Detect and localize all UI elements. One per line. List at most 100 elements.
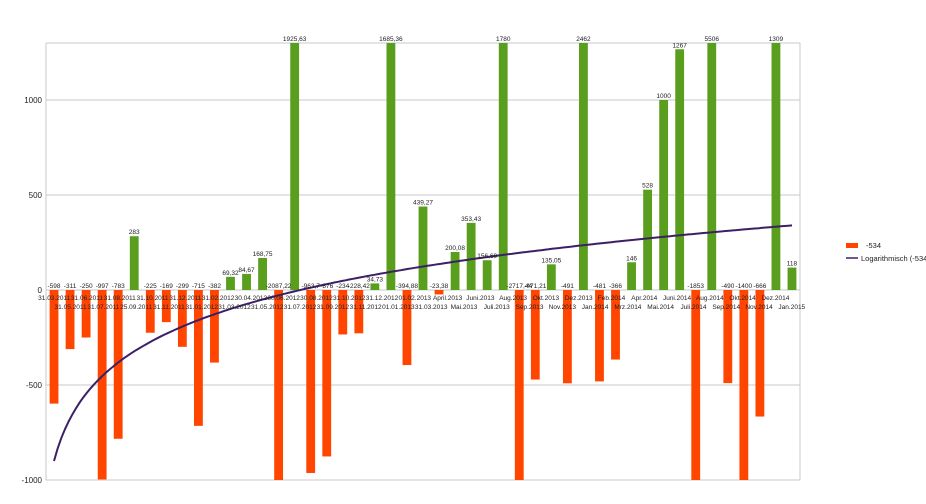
data-label: 84,67 — [238, 267, 255, 274]
x-tick-label: 31.10.2011 — [137, 295, 169, 302]
data-label: -225 — [144, 283, 157, 290]
x-tick-label: 31.11.2012 — [350, 304, 382, 311]
bar — [627, 262, 636, 290]
bar — [787, 267, 797, 290]
bar — [498, 43, 508, 290]
trendline — [53, 224, 793, 462]
legend-label-bars: -534 — [866, 241, 881, 250]
bar — [113, 290, 123, 439]
x-tick-label: 31.07.2011 — [87, 304, 119, 311]
y-tick-label: 1000 — [24, 96, 42, 105]
bar — [49, 290, 59, 404]
bar — [322, 290, 332, 457]
bar — [530, 290, 540, 380]
bar — [691, 290, 701, 480]
data-label: 5506 — [705, 36, 720, 43]
bar — [434, 290, 444, 295]
y-tick-label: -1000 — [22, 476, 43, 485]
data-label: -234 — [336, 283, 349, 290]
bar — [386, 43, 396, 290]
x-tick-label: Feb.2014 — [598, 295, 626, 302]
data-label: -471,21 — [524, 283, 546, 290]
data-label: 283 — [129, 229, 140, 236]
bar — [659, 100, 669, 290]
bar — [161, 290, 171, 323]
data-label: -394,88 — [396, 283, 418, 290]
bar — [129, 236, 139, 290]
data-label: 69,32 — [222, 270, 239, 277]
data-label: -382 — [208, 283, 221, 290]
x-tick-label: Juni.2013 — [466, 295, 495, 302]
data-label: 118 — [787, 261, 798, 268]
data-label: -598 — [48, 283, 61, 290]
y-tick-label: 500 — [29, 191, 43, 200]
legend: -534 Logarithmisch (-534) — [846, 241, 926, 263]
data-label: -715 — [192, 283, 205, 290]
data-label: 528 — [642, 183, 653, 190]
data-label: -783 — [112, 283, 125, 290]
x-tick-label: 31.12.2011 — [169, 295, 201, 302]
x-tick-label: 31.05.2011 — [55, 304, 87, 311]
x-tick-label: Dez.2013 — [565, 295, 593, 302]
bar — [402, 290, 412, 366]
bar — [226, 276, 235, 290]
bar — [707, 43, 717, 290]
data-label: -23,38 — [430, 283, 449, 290]
x-tick-label: 31.11.2011 — [153, 304, 185, 311]
x-tick-label: Okt.2014 — [729, 295, 756, 302]
data-label: -666 — [753, 283, 766, 290]
bar — [771, 43, 781, 290]
x-tick-label: Apr.2014 — [631, 295, 657, 302]
legend-label-trend: Logarithmisch (-534) — [861, 254, 926, 263]
y-tick-label: -500 — [26, 381, 43, 390]
bar — [81, 290, 91, 338]
x-tick-label: Mrz.2014 — [614, 304, 641, 311]
bar — [466, 222, 476, 290]
x-tick-label: 31.01.2012 — [185, 304, 218, 311]
x-tick-label: 31.03.2012 — [218, 304, 251, 311]
x-tick-label: 01.01.2013 — [382, 304, 415, 311]
data-label: -2717,44 — [506, 283, 532, 290]
x-tick-label: Jan.2014 — [582, 304, 609, 311]
bar — [145, 290, 155, 333]
data-label: 439,27 — [413, 200, 433, 207]
x-tick-label: Dez.2014 — [761, 295, 789, 302]
data-label: -481 — [593, 283, 606, 290]
bar — [177, 290, 187, 347]
x-tick-label: 31.03.2013 — [415, 304, 448, 311]
x-tick-label: Aug.2013 — [499, 295, 527, 302]
data-label: 1685,36 — [379, 36, 403, 43]
bar — [579, 43, 588, 290]
x-tick-label: Sep.2013 — [516, 304, 544, 311]
bar — [290, 43, 300, 290]
x-tick-label: 30.06.2012 — [267, 295, 300, 302]
data-label: 1925,63 — [283, 36, 307, 43]
x-tick-label: Mai.2013 — [451, 304, 478, 311]
bar — [193, 290, 203, 426]
x-tick-label: Sep.2014 — [712, 304, 740, 311]
x-tick-label: April.2013 — [433, 295, 463, 302]
data-label: -963,7 — [301, 283, 320, 290]
bar — [723, 290, 733, 384]
bars-layer — [49, 43, 797, 480]
bar — [562, 290, 572, 384]
x-tick-label: 01.02.2013 — [399, 295, 432, 302]
x-tick-label: 30.08.2012 — [300, 295, 333, 302]
data-label: 34,73 — [367, 276, 384, 283]
bar — [755, 290, 765, 417]
x-tick-label: 31.03.2011 — [38, 295, 70, 302]
data-label: -250 — [80, 283, 93, 290]
bar — [482, 260, 492, 290]
data-label: 353,43 — [461, 216, 481, 223]
bar — [514, 290, 524, 480]
x-tick-label: 31.05.2012 — [251, 304, 284, 311]
bar — [450, 251, 460, 290]
bar — [643, 189, 653, 290]
x-tick-label: Jan.2015 — [778, 304, 805, 311]
data-label: -997 — [96, 283, 109, 290]
bar — [354, 290, 364, 334]
x-tick-label: Aug.2014 — [696, 295, 724, 302]
data-label: -299 — [176, 283, 189, 290]
